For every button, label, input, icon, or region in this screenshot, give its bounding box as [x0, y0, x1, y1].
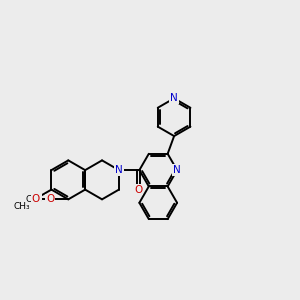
- Text: CH₃: CH₃: [25, 195, 42, 204]
- Text: N: N: [115, 165, 123, 175]
- Text: O: O: [134, 184, 142, 195]
- Text: O: O: [32, 194, 40, 204]
- Text: CH₃: CH₃: [13, 202, 30, 211]
- Text: N: N: [170, 93, 178, 103]
- Text: O: O: [46, 194, 54, 204]
- Text: N: N: [173, 165, 181, 175]
